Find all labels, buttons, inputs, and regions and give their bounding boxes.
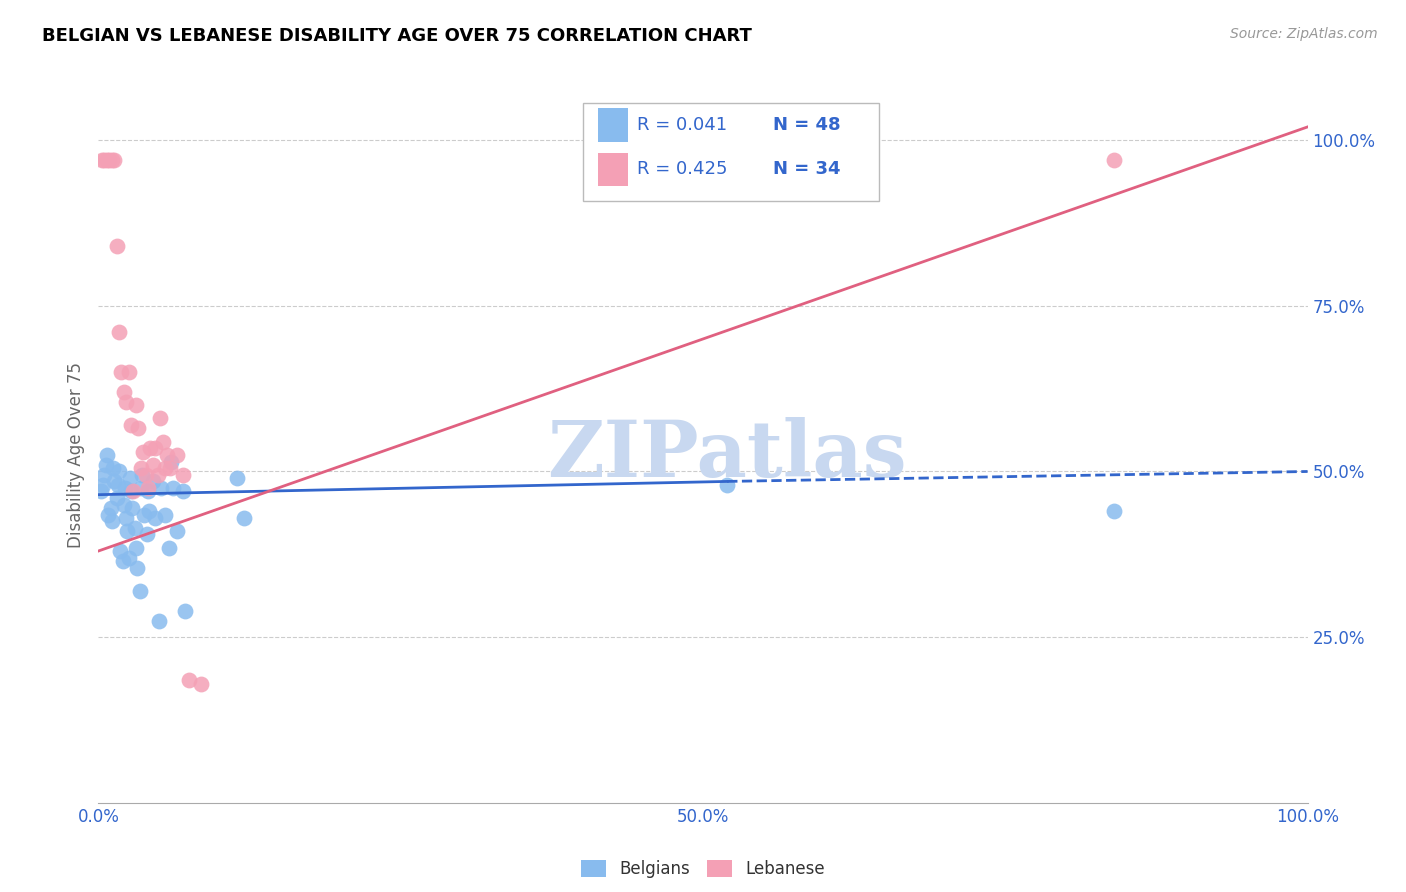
Point	[118, 365, 141, 379]
Point	[152, 434, 174, 449]
Point	[128, 583, 150, 598]
Point	[97, 508, 120, 522]
Point	[136, 481, 159, 495]
Legend: Belgians, Lebanese: Belgians, Lebanese	[575, 854, 831, 885]
Point	[93, 467, 115, 482]
Point	[129, 461, 152, 475]
Point	[174, 604, 197, 618]
Point	[115, 511, 138, 525]
Point	[100, 500, 122, 515]
Point	[135, 527, 157, 541]
Point	[108, 326, 131, 340]
Point	[101, 461, 124, 475]
Point	[136, 484, 159, 499]
Point	[112, 384, 135, 399]
Point	[153, 508, 176, 522]
Text: R = 0.425: R = 0.425	[637, 161, 727, 178]
Point	[103, 153, 125, 167]
Point	[127, 421, 149, 435]
Point	[125, 541, 148, 555]
Point	[125, 398, 148, 412]
Point	[172, 467, 194, 482]
Point	[108, 544, 131, 558]
Point	[172, 484, 194, 499]
Point	[232, 511, 254, 525]
Point	[159, 461, 181, 475]
Point	[129, 481, 152, 495]
Point	[96, 153, 118, 167]
Point	[166, 448, 188, 462]
Point	[91, 477, 114, 491]
Point	[143, 511, 166, 525]
Point	[132, 444, 155, 458]
Point	[149, 411, 172, 425]
Point	[118, 471, 141, 485]
Point	[148, 614, 170, 628]
Point	[120, 484, 142, 499]
Point	[143, 442, 166, 456]
Point	[146, 467, 169, 482]
Point	[105, 491, 128, 505]
Text: N = 48: N = 48	[773, 116, 841, 134]
Point	[120, 418, 142, 433]
Point	[156, 448, 179, 462]
Point	[98, 153, 121, 167]
Point	[115, 395, 138, 409]
Point	[134, 508, 156, 522]
Point	[105, 239, 128, 253]
Point	[91, 153, 114, 167]
Point	[124, 521, 146, 535]
Point	[112, 498, 135, 512]
Point	[142, 475, 165, 489]
Text: ZIPatlas: ZIPatlas	[547, 417, 907, 493]
Text: Source: ZipAtlas.com: Source: ZipAtlas.com	[1230, 27, 1378, 41]
Point	[94, 458, 117, 472]
Point	[100, 153, 122, 167]
Text: R = 0.041: R = 0.041	[637, 116, 727, 134]
Point	[716, 477, 738, 491]
Point	[1102, 504, 1125, 518]
Text: BELGIAN VS LEBANESE DISABILITY AGE OVER 75 CORRELATION CHART: BELGIAN VS LEBANESE DISABILITY AGE OVER …	[42, 27, 752, 45]
Point	[166, 524, 188, 538]
Text: N = 34: N = 34	[773, 161, 841, 178]
Point	[226, 471, 249, 485]
Point	[110, 365, 132, 379]
Point	[117, 524, 139, 538]
Point	[160, 454, 183, 468]
Point	[96, 448, 118, 462]
Point	[131, 467, 153, 482]
Point	[139, 442, 162, 456]
Point	[135, 467, 157, 482]
Point	[150, 481, 173, 495]
Y-axis label: Disability Age Over 75: Disability Age Over 75	[67, 362, 86, 548]
Point	[162, 481, 184, 495]
Point	[153, 461, 176, 475]
Point	[108, 465, 131, 479]
Point	[127, 560, 149, 574]
Point	[114, 481, 136, 495]
Point	[118, 550, 141, 565]
Point	[179, 673, 201, 688]
Point	[90, 484, 112, 499]
Point	[100, 514, 122, 528]
Point	[103, 475, 125, 489]
Point	[157, 541, 180, 555]
Point	[190, 676, 212, 690]
Point	[93, 153, 115, 167]
Point	[138, 504, 160, 518]
Point	[1102, 153, 1125, 167]
Point	[142, 458, 165, 472]
Point	[121, 500, 143, 515]
Point	[111, 554, 134, 568]
Point	[107, 477, 129, 491]
Point	[122, 484, 145, 499]
